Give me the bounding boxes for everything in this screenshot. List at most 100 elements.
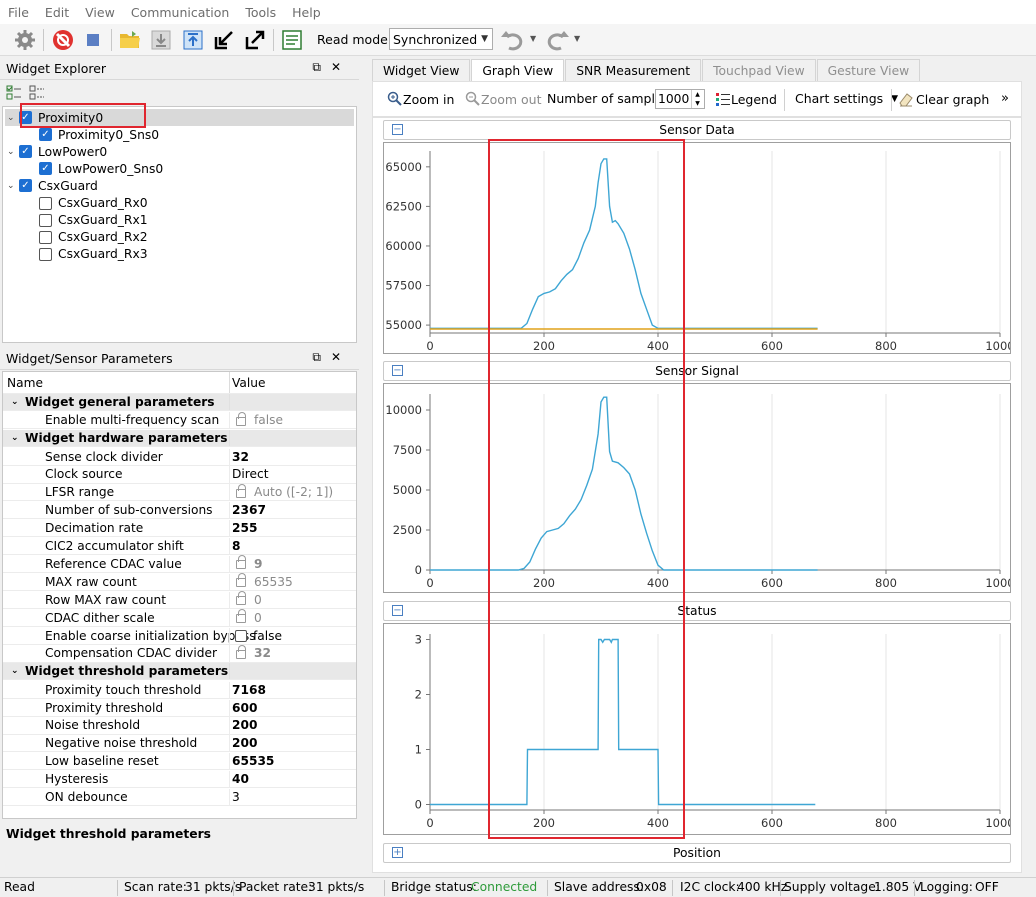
tree-item[interactable]: ✓ Proximity0_Sns0 — [27, 126, 159, 143]
parameter-value-cell[interactable]: 255 — [229, 520, 356, 537]
tree-item-checkbox[interactable] — [39, 247, 52, 261]
parameter-value-cell[interactable]: 65535 — [229, 753, 356, 770]
parameter-row[interactable]: Negative noise threshold 200 — [3, 735, 356, 753]
chart-section-header[interactable]: + Position — [383, 843, 1011, 863]
chart-section-header[interactable]: − Sensor Signal — [383, 361, 1011, 381]
parameter-value-cell[interactable]: 32 — [229, 448, 356, 465]
tab-gesture-view[interactable]: Gesture View — [816, 59, 921, 81]
parameter-row[interactable]: Enable multi-frequency scan false — [3, 411, 356, 430]
parameter-row[interactable]: Hysteresis 40 — [3, 771, 356, 789]
tree-item[interactable]: CsxGuard_Rx2 — [27, 229, 148, 246]
tree-item[interactable]: CsxGuard_Rx1 — [27, 212, 148, 229]
open-folder-icon[interactable] — [117, 27, 143, 53]
parameter-value-cell[interactable]: 3 — [229, 789, 356, 806]
expand-chevron-icon[interactable]: ⌄ — [11, 397, 19, 408]
menu-item-file[interactable]: File — [8, 4, 29, 20]
parameter-value-cell[interactable]: 7168 — [229, 681, 356, 698]
parameter-group[interactable]: ⌄ Widget threshold parameters — [3, 663, 356, 681]
parameter-value-cell[interactable]: 0 — [229, 609, 356, 626]
expand-chevron-icon[interactable]: ⌄ — [11, 433, 19, 444]
tree-item[interactable]: CsxGuard_Rx3 — [27, 246, 148, 263]
parameter-checkbox[interactable] — [235, 629, 247, 642]
chart-sensor-data[interactable]: 0 200 400 600 800 1000 55000 57500 60000 62500 650… — [383, 142, 1015, 354]
tree-item-checkbox[interactable]: ✓ — [19, 145, 32, 159]
tree-item[interactable]: ⌄ ✓ LowPower0 — [7, 143, 107, 160]
tree-item[interactable]: ✓ LowPower0_Sns0 — [27, 160, 163, 177]
spin-arrows-icon[interactable]: ▲ ▼ — [691, 90, 703, 108]
expand-chevron-icon[interactable]: ⌄ — [7, 112, 15, 123]
parameter-row[interactable]: CIC2 accumulator shift 8 — [3, 538, 356, 556]
parameter-row[interactable]: LFSR range Auto ([-2; 1]) — [3, 483, 356, 502]
tree-item-checkbox[interactable] — [39, 213, 52, 227]
parameter-value-cell[interactable]: 600 — [229, 699, 356, 716]
parameter-row[interactable]: Number of sub-conversions 2367 — [3, 502, 356, 520]
parameter-value-cell[interactable]: Auto ([-2; 1]) — [229, 483, 356, 501]
chart-section-header[interactable]: − Status — [383, 601, 1011, 621]
parameter-row[interactable]: CDAC dither scale 0 — [3, 609, 356, 627]
tree-item[interactable]: CsxGuard_Rx0 — [27, 195, 148, 212]
tree-item-checkbox[interactable]: ✓ — [19, 179, 32, 193]
tree-item[interactable]: ⌄ ✓ Proximity0 — [5, 109, 354, 126]
parameter-row[interactable]: ON debounce 3 — [3, 789, 356, 807]
parameter-value-cell[interactable]: Direct — [229, 466, 356, 483]
parameter-row[interactable]: Enable coarse initialization bypass false — [3, 627, 356, 645]
redo-dropdown-icon[interactable]: ▼ — [574, 34, 581, 43]
parameter-value-cell[interactable]: 0 — [229, 591, 356, 608]
samples-spinbox[interactable]: 1000 ▲ ▼ — [655, 89, 705, 109]
menu-item-view[interactable]: View — [85, 4, 115, 20]
export-arrow-icon[interactable] — [242, 27, 268, 53]
parameter-value-cell[interactable]: 2367 — [229, 502, 356, 519]
parameter-row[interactable]: Compensation CDAC divider 32 — [3, 644, 356, 663]
tab-touchpad-view[interactable]: Touchpad View — [702, 59, 816, 81]
uncheck-all-icon[interactable] — [29, 85, 45, 104]
menu-item-help[interactable]: Help — [292, 4, 321, 20]
zoom-in-button[interactable]: Zoom in — [387, 91, 454, 107]
parameter-row[interactable]: Sense clock divider 32 — [3, 448, 356, 466]
parameter-value-cell[interactable]: 9 — [229, 555, 356, 573]
parameter-value-cell[interactable]: 8 — [229, 538, 356, 555]
parameter-group[interactable]: ⌄ Widget general parameters — [3, 394, 356, 412]
tree-item-checkbox[interactable] — [39, 196, 52, 210]
stop-icon[interactable] — [80, 27, 106, 53]
clear-graph-button[interactable]: Clear graph — [898, 91, 989, 107]
zoom-out-button[interactable]: Zoom out — [465, 91, 541, 107]
chart-section-header[interactable]: − Sensor Data — [383, 120, 1011, 140]
tree-item-checkbox[interactable]: ✓ — [39, 128, 52, 142]
tree-item-checkbox[interactable]: ✓ — [19, 111, 32, 124]
parameter-row[interactable]: Proximity touch threshold 7168 — [3, 681, 356, 699]
check-all-icon[interactable] — [6, 85, 22, 104]
panel-float-close-icons[interactable]: ⧉✕ — [312, 60, 351, 74]
log-report-icon[interactable] — [279, 27, 305, 53]
import-icon[interactable] — [148, 27, 174, 53]
menu-item-tools[interactable]: Tools — [245, 4, 277, 20]
parameter-row[interactable]: Proximity threshold 600 — [3, 699, 356, 717]
collapse-icon[interactable]: − — [392, 605, 403, 616]
legend-button[interactable]: Legend — [715, 91, 777, 107]
collapse-icon[interactable]: − — [392, 365, 403, 376]
tree-item-checkbox[interactable] — [39, 230, 52, 244]
parameter-row[interactable]: Low baseline reset 65535 — [3, 753, 356, 771]
parameter-row[interactable]: Noise threshold 200 — [3, 717, 356, 735]
parameter-row[interactable]: Reference CDAC value 9 — [3, 555, 356, 574]
parameter-row[interactable]: MAX raw count 65535 — [3, 573, 356, 591]
disconnect-icon[interactable] — [50, 27, 76, 53]
tab-snr-measurement[interactable]: SNR Measurement — [565, 59, 702, 81]
tab-widget-view[interactable]: Widget View — [372, 59, 471, 81]
more-tools-button[interactable]: » — [1001, 91, 1009, 106]
menu-item-communication[interactable]: Communication — [130, 4, 230, 20]
parameter-value-cell[interactable]: 65535 — [229, 573, 356, 590]
parameter-value-cell[interactable]: 40 — [229, 771, 356, 788]
parameter-value-cell[interactable]: 200 — [229, 717, 356, 734]
read-mode-select[interactable]: Synchronized ▼ — [389, 28, 493, 50]
tree-item[interactable]: ⌄ ✓ CsxGuard — [7, 177, 98, 194]
chart-status[interactable]: 0 200 400 600 800 1000 0 1 2 3 — [383, 623, 1015, 835]
parameter-row[interactable]: Row MAX raw count 0 — [3, 591, 356, 609]
parameter-value-cell[interactable]: 32 — [229, 644, 356, 662]
parameter-value-cell[interactable]: 200 — [229, 735, 356, 752]
parameter-value-cell[interactable]: false — [229, 411, 356, 429]
export-icon[interactable] — [180, 27, 206, 53]
panel-float-close-icons[interactable]: ⧉✕ — [312, 350, 351, 364]
settings-gear-icon[interactable] — [12, 27, 38, 53]
redo-icon[interactable] — [544, 27, 570, 53]
chart-sensor-signal[interactable]: 02004006008001000025005000750010000 — [383, 383, 1015, 593]
